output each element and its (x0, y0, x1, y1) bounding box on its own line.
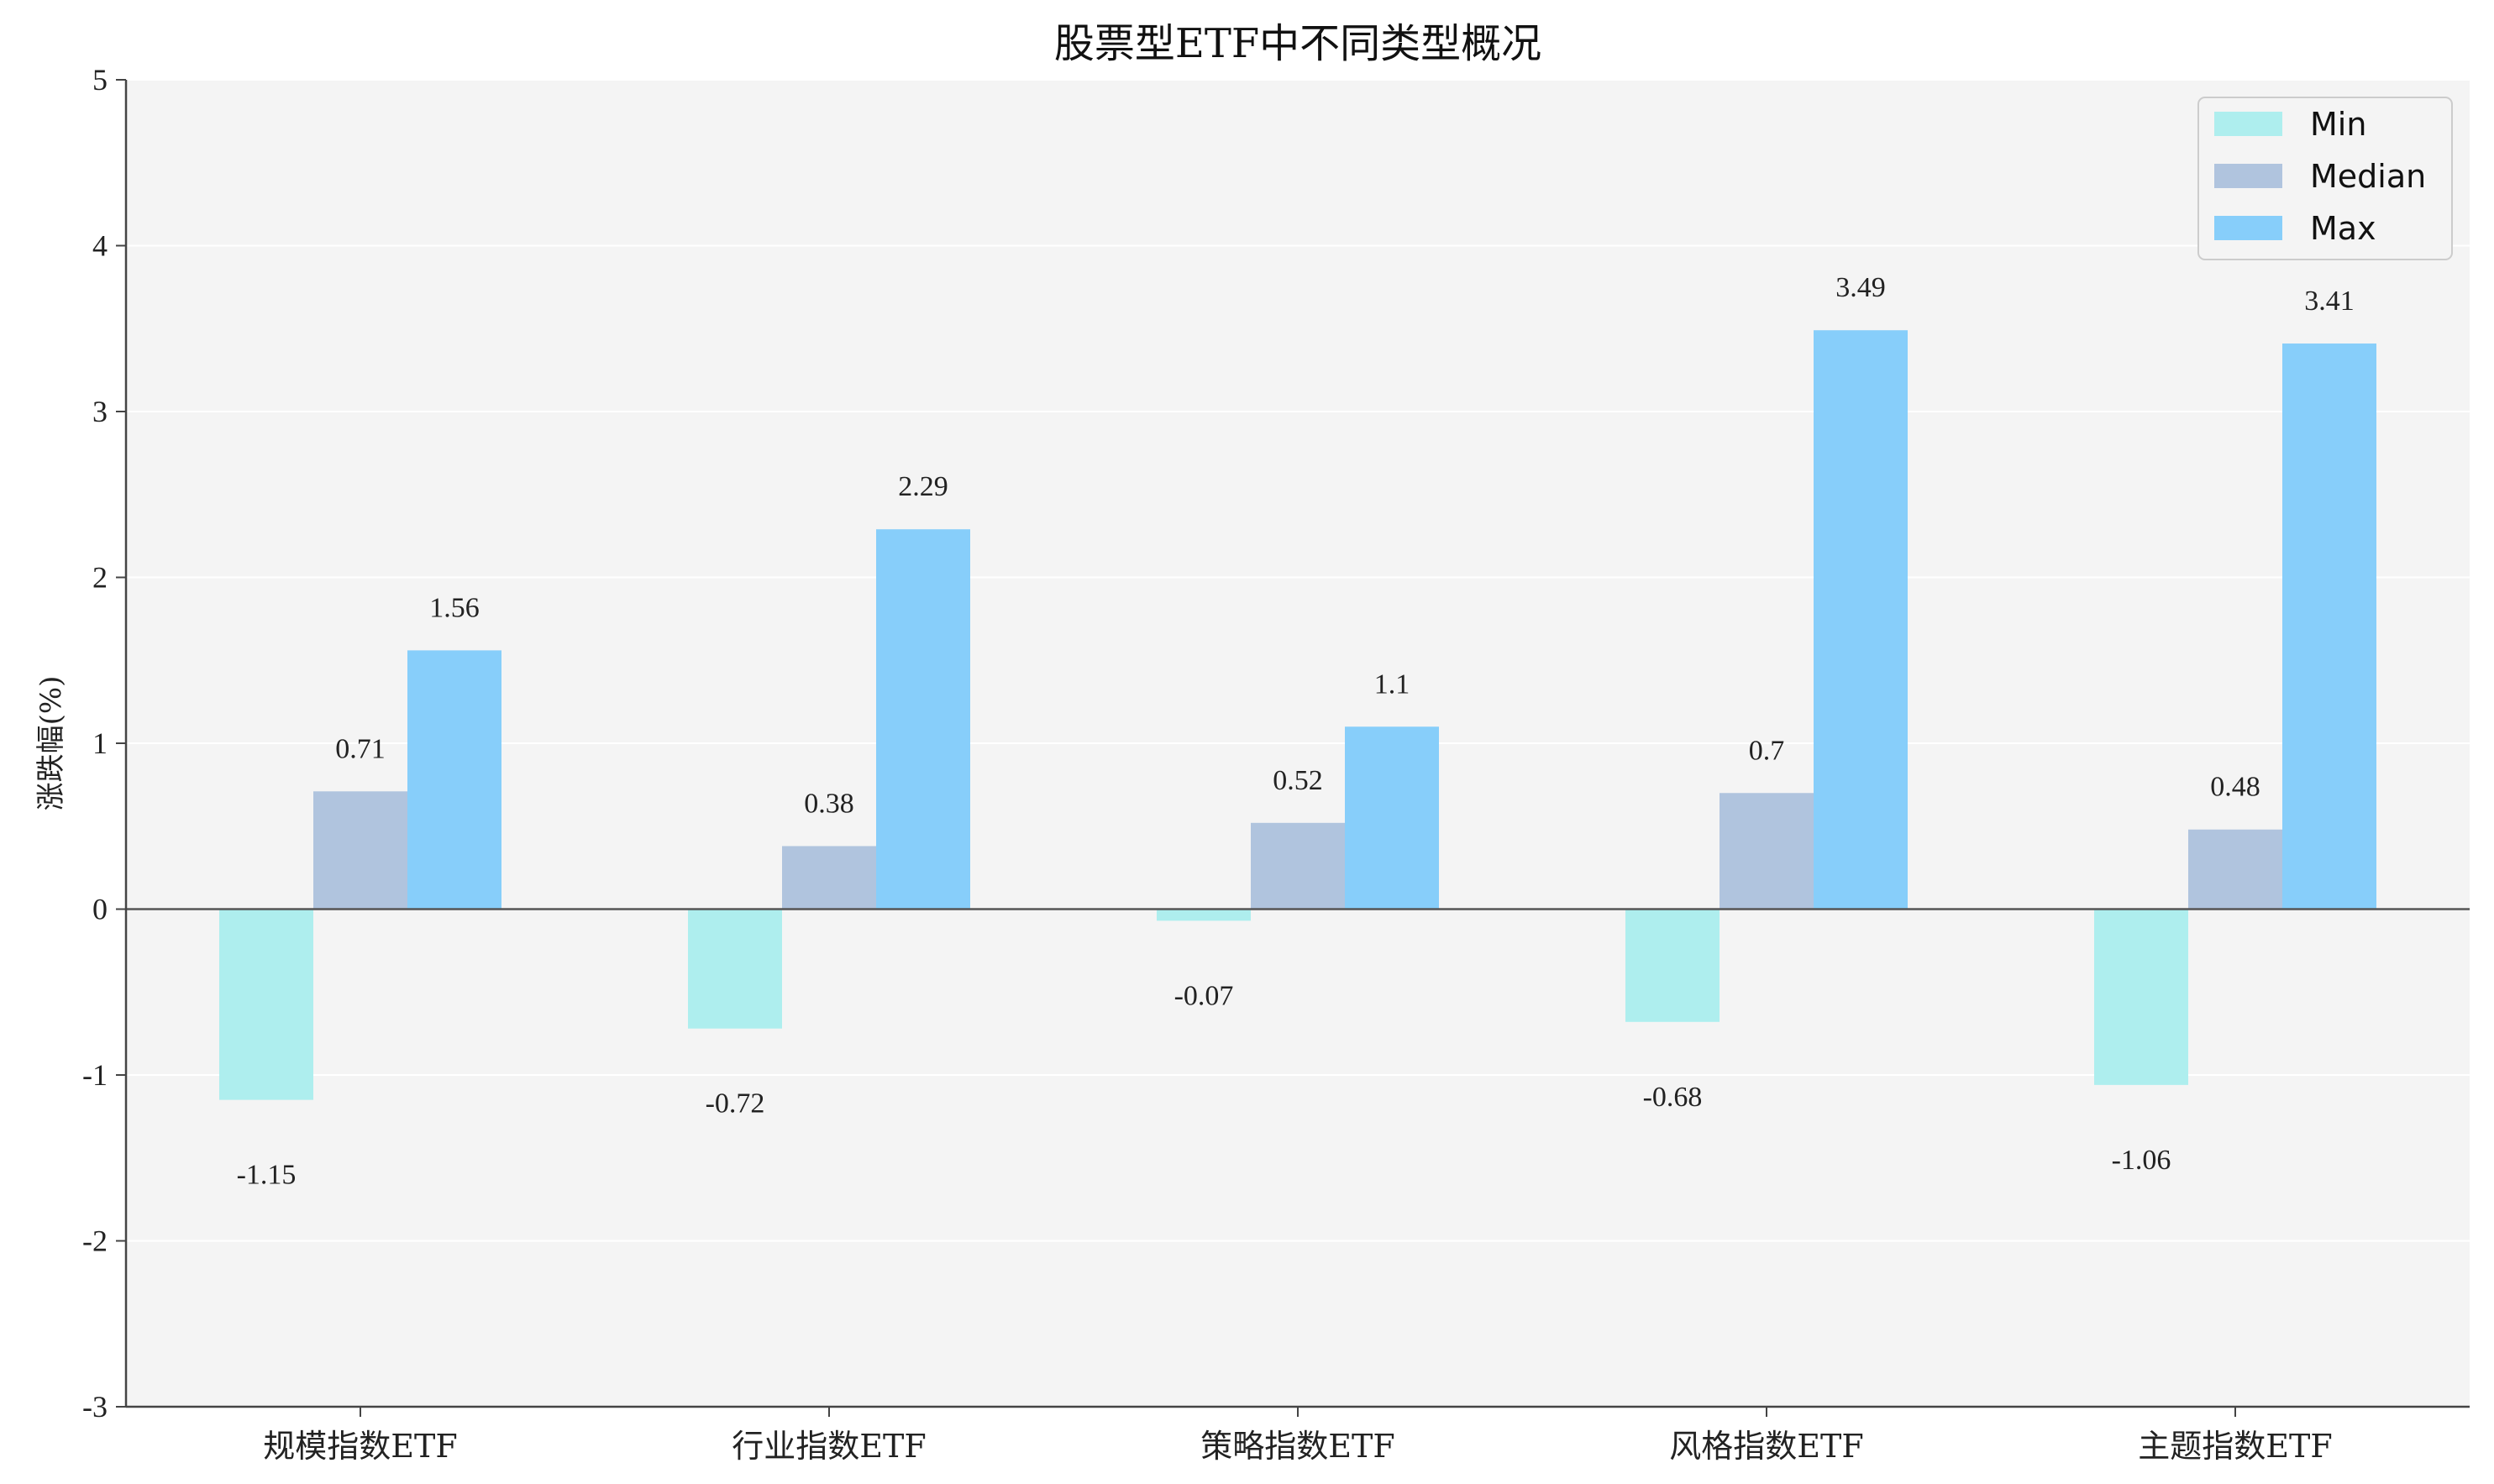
legend-label-max: Max (2310, 210, 2376, 247)
data-label: 0.7 (1749, 735, 1785, 766)
y-tick-label: -3 (82, 1390, 108, 1424)
y-tick-label: 1 (92, 726, 108, 760)
y-tick-label: -2 (82, 1224, 108, 1258)
x-tick-label: 规模指数ETF (263, 1428, 457, 1465)
x-tick-label: 策略指数ETF (1200, 1428, 1394, 1465)
data-label: 0.52 (1273, 765, 1323, 796)
x-tick-label: 行业指数ETF (732, 1428, 926, 1465)
data-label: 0.48 (2210, 772, 2260, 803)
x-tick-label: 主题指数ETF (2138, 1428, 2332, 1465)
data-label: -0.72 (706, 1088, 765, 1120)
data-label: -1.15 (237, 1160, 297, 1191)
bar-max (876, 529, 970, 910)
data-label: 3.49 (1835, 272, 1886, 303)
x-tick-label: 风格指数ETF (1669, 1428, 1863, 1465)
y-tick-label: 0 (92, 893, 108, 926)
bar-min (1157, 909, 1251, 921)
data-label: 0.71 (335, 733, 386, 764)
bar-median (1720, 793, 1814, 910)
chart-title: 股票型ETF中不同类型概况 (1054, 20, 1541, 67)
bar-max (1814, 330, 1908, 910)
legend-label-median: Median (2310, 158, 2426, 195)
data-label: -1.06 (2112, 1145, 2171, 1176)
data-label: 1.56 (429, 592, 480, 623)
bar-min (1625, 909, 1720, 1022)
axes-layer: -3 -2 -1 0 1 2 3 4 5 规模指数ETF 行业指数ETF 策略指数ETF 风格指数ETF… (82, 63, 2470, 1465)
y-tick-label: 4 (92, 229, 108, 263)
data-label: 0.38 (804, 788, 854, 819)
legend-label-min: Min (2310, 106, 2366, 143)
bar-median (313, 791, 407, 910)
data-label: -0.68 (1643, 1082, 1703, 1113)
legend: Min Median Max (2197, 97, 2453, 260)
bar-max (1345, 726, 1439, 910)
bar-min (2094, 909, 2188, 1085)
y-axis-label: 涨跌幅(%) (34, 676, 68, 811)
y-tick-label: 5 (92, 63, 108, 97)
bar-min (219, 909, 313, 1100)
bars-layer: -1.15 -0.72 -0.07 -0.68 -1.06 0.71 0.38 0.52 0.7… (219, 272, 2376, 1191)
bar-median (2188, 829, 2282, 910)
bar-median (782, 846, 876, 910)
bar-median (1251, 822, 1345, 910)
data-label: 2.29 (898, 471, 948, 502)
y-tick-label: 2 (92, 561, 108, 595)
bar-min (688, 909, 782, 1029)
y-tick-label: 3 (92, 395, 108, 428)
legend-swatch-max (2214, 216, 2282, 240)
bar-max (407, 650, 501, 910)
bar-max (2282, 343, 2376, 910)
data-label: 3.41 (2304, 286, 2355, 317)
legend-swatch-min (2214, 112, 2282, 136)
data-label: 1.1 (1374, 669, 1410, 700)
y-tick-label: -1 (82, 1058, 108, 1092)
legend-swatch-median (2214, 164, 2282, 188)
data-label: -0.07 (1174, 980, 1234, 1011)
